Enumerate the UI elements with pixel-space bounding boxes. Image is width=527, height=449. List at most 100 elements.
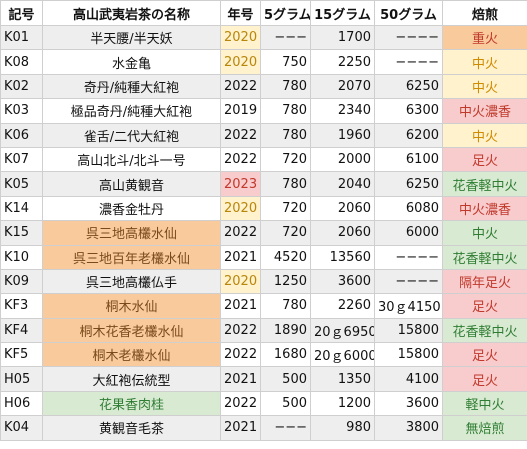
cell-50g[interactable]: 6300 <box>374 98 443 124</box>
cell-code[interactable]: H05 <box>0 366 43 392</box>
cell-code[interactable]: K10 <box>0 244 43 270</box>
cell-year[interactable]: 2022 <box>220 390 261 417</box>
cell-50g[interactable]: 3800 <box>374 415 443 441</box>
cell-15g[interactable]: 2000 <box>310 146 375 173</box>
cell-50g[interactable]: 6250 <box>374 171 443 197</box>
cell-year[interactable]: 2020 <box>220 268 261 295</box>
cell-15g[interactable]: 1960 <box>310 122 375 148</box>
cell-roast[interactable]: 足火 <box>442 146 527 173</box>
cell-15g[interactable]: 20ｇ6000 <box>310 342 375 368</box>
cell-year[interactable]: 2022 <box>220 146 261 173</box>
cell-15g[interactable]: 2340 <box>310 98 375 124</box>
table-row[interactable]: K08 水金亀 2020 750 2250 −−−− 中火 <box>0 49 527 75</box>
cell-15g[interactable]: 20ｇ6950 <box>310 317 375 344</box>
cell-name[interactable]: 呉三地百年老欉水仙 <box>42 244 221 270</box>
cell-name[interactable]: 大紅袍伝統型 <box>42 366 221 392</box>
table-row[interactable]: K03 極品奇丹/純種大紅袍 2019 780 2340 6300 中火濃香 <box>0 98 527 124</box>
table-row[interactable]: KF4 桐木花香老欉水仙 2022 1890 20ｇ6950 15800 花香軽中火 <box>0 317 527 344</box>
cell-50g[interactable]: 6250 <box>374 73 443 100</box>
cell-15g[interactable]: 2070 <box>310 73 375 100</box>
cell-50g[interactable]: 15800 <box>374 317 443 344</box>
cell-year[interactable]: 2022 <box>220 317 261 344</box>
cell-code[interactable]: K06 <box>0 122 43 148</box>
cell-roast[interactable]: 花香軽中火 <box>442 244 527 270</box>
table-row[interactable]: K04 黄観音毛茶 2021 −−− 980 3800 無焙煎 <box>0 415 527 441</box>
cell-5g[interactable]: 1250 <box>260 268 311 295</box>
cell-code[interactable]: K03 <box>0 98 43 124</box>
cell-year[interactable]: 2021 <box>220 366 261 392</box>
cell-year[interactable]: 2022 <box>220 220 261 246</box>
cell-name[interactable]: 半天腰/半天妖 <box>42 24 221 51</box>
cell-roast[interactable]: 足火 <box>442 342 527 368</box>
cell-year[interactable]: 2023 <box>220 171 261 197</box>
table-row[interactable]: K01 半天腰/半天妖 2020 −−− 1700 −−−− 重火 <box>0 24 527 51</box>
cell-year[interactable]: 2022 <box>220 122 261 148</box>
cell-15g[interactable]: 2260 <box>310 293 375 319</box>
cell-5g[interactable]: 780 <box>260 171 311 197</box>
cell-50g[interactable]: 6080 <box>374 195 443 222</box>
cell-5g[interactable]: −−− <box>260 415 311 441</box>
cell-15g[interactable]: 3600 <box>310 268 375 295</box>
cell-name[interactable]: 呉三地高欉水仙 <box>42 220 221 246</box>
cell-5g[interactable]: 780 <box>260 98 311 124</box>
cell-roast[interactable]: 中火濃香 <box>442 98 527 124</box>
cell-50g[interactable]: −−−− <box>374 24 443 51</box>
cell-name[interactable]: 極品奇丹/純種大紅袍 <box>42 98 221 124</box>
cell-roast[interactable]: 足火 <box>442 293 527 319</box>
cell-5g[interactable]: 750 <box>260 49 311 75</box>
cell-code[interactable]: K02 <box>0 73 43 100</box>
cell-roast[interactable]: 重火 <box>442 24 527 51</box>
cell-5g[interactable]: 720 <box>260 195 311 222</box>
cell-5g[interactable]: 1680 <box>260 342 311 368</box>
table-row[interactable]: KF3 桐木水仙 2021 780 2260 30ｇ4150 足火 <box>0 293 527 319</box>
cell-50g[interactable]: 6000 <box>374 220 443 246</box>
cell-15g[interactable]: 2040 <box>310 171 375 197</box>
table-row[interactable]: K02 奇丹/純種大紅袍 2022 780 2070 6250 中火 <box>0 73 527 100</box>
cell-code[interactable]: K15 <box>0 220 43 246</box>
cell-5g[interactable]: 780 <box>260 73 311 100</box>
cell-5g[interactable]: 720 <box>260 146 311 173</box>
cell-name[interactable]: 高山黄観音 <box>42 171 221 197</box>
cell-5g[interactable]: 500 <box>260 390 311 417</box>
table-row[interactable]: K07 高山北斗/北斗一号 2022 720 2000 6100 足火 <box>0 146 527 173</box>
cell-5g[interactable]: 4520 <box>260 244 311 270</box>
cell-5g[interactable]: 780 <box>260 293 311 319</box>
cell-15g[interactable]: 1200 <box>310 390 375 417</box>
cell-code[interactable]: K07 <box>0 146 43 173</box>
cell-name[interactable]: 水金亀 <box>42 49 221 75</box>
cell-code[interactable]: H06 <box>0 390 43 417</box>
table-row[interactable]: K05 高山黄観音 2023 780 2040 6250 花香軽中火 <box>0 171 527 197</box>
cell-name[interactable]: 呉三地高欉仏手 <box>42 268 221 295</box>
cell-50g[interactable]: −−−− <box>374 49 443 75</box>
cell-code[interactable]: K14 <box>0 195 43 222</box>
cell-name[interactable]: 濃香金牡丹 <box>42 195 221 222</box>
cell-roast[interactable]: 中火 <box>442 73 527 100</box>
cell-15g[interactable]: 2060 <box>310 220 375 246</box>
cell-50g[interactable]: −−−− <box>374 268 443 295</box>
cell-5g[interactable]: 1890 <box>260 317 311 344</box>
cell-year[interactable]: 2020 <box>220 195 261 222</box>
cell-year[interactable]: 2019 <box>220 98 261 124</box>
cell-roast[interactable]: 足火 <box>442 366 527 392</box>
table-row[interactable]: H06 花果香肉桂 2022 500 1200 3600 軽中火 <box>0 390 527 417</box>
table-row[interactable]: KF5 桐木老欉水仙 2022 1680 20ｇ6000 15800 足火 <box>0 342 527 368</box>
cell-code[interactable]: K08 <box>0 49 43 75</box>
cell-15g[interactable]: 2250 <box>310 49 375 75</box>
table-row[interactable]: H05 大紅袍伝統型 2021 500 1350 4100 足火 <box>0 366 527 392</box>
cell-code[interactable]: K05 <box>0 171 43 197</box>
cell-50g[interactable]: 15800 <box>374 342 443 368</box>
cell-50g[interactable]: 6100 <box>374 146 443 173</box>
cell-roast[interactable]: 中火 <box>442 49 527 75</box>
table-row[interactable]: K15 呉三地高欉水仙 2022 720 2060 6000 中火 <box>0 220 527 246</box>
cell-code[interactable]: KF5 <box>0 342 43 368</box>
cell-5g[interactable]: 720 <box>260 220 311 246</box>
cell-code[interactable]: KF4 <box>0 317 43 344</box>
cell-year[interactable]: 2022 <box>220 342 261 368</box>
cell-roast[interactable]: 中火 <box>442 220 527 246</box>
cell-year[interactable]: 2021 <box>220 415 261 441</box>
cell-name[interactable]: 高山北斗/北斗一号 <box>42 146 221 173</box>
cell-name[interactable]: 奇丹/純種大紅袍 <box>42 73 221 100</box>
cell-5g[interactable]: 780 <box>260 122 311 148</box>
cell-year[interactable]: 2021 <box>220 293 261 319</box>
cell-15g[interactable]: 980 <box>310 415 375 441</box>
